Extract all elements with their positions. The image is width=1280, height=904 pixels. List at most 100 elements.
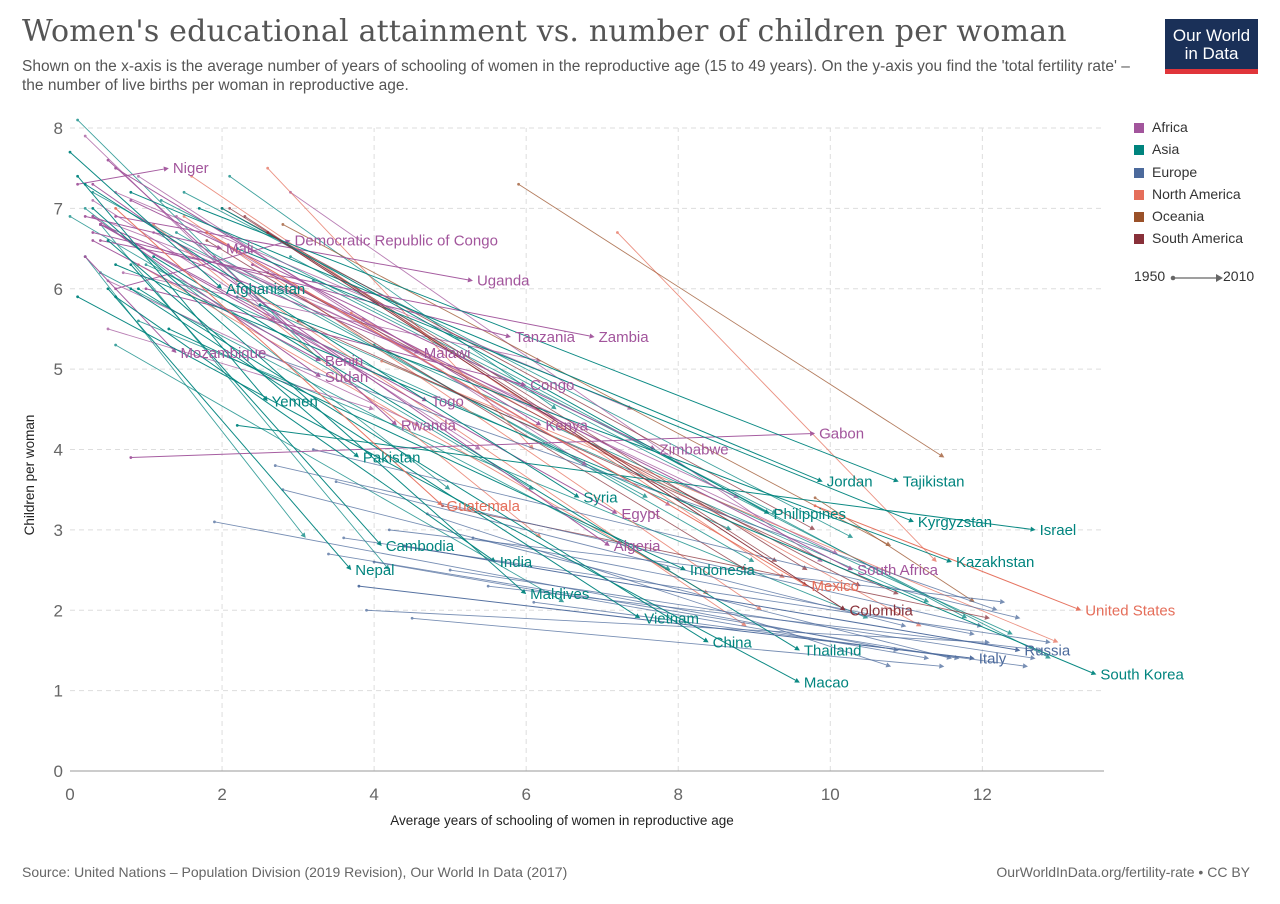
country-israel[interactable]	[235, 423, 1036, 532]
country-tajikistan-label[interactable]: Tajikistan	[903, 474, 965, 491]
country-guatemala-label[interactable]: Guatemala	[447, 498, 521, 515]
country-jordan[interactable]	[129, 190, 823, 483]
country-yemen-label[interactable]: Yemen	[272, 393, 318, 410]
legend-item-north-america[interactable]: North America	[1132, 185, 1243, 207]
country-sudan-label[interactable]: Sudan	[325, 369, 368, 386]
country-rwanda[interactable]	[106, 158, 397, 426]
owid-logo[interactable]: Our World in Data	[1165, 19, 1258, 74]
country-line-north-america[interactable]	[182, 215, 762, 611]
country-gabon[interactable]	[129, 431, 816, 459]
country-line-europe[interactable]	[471, 536, 975, 636]
country-algeria[interactable]	[91, 182, 610, 546]
country-mozambique-label[interactable]: Mozambique	[180, 345, 266, 362]
country-zimbabwe-label[interactable]: Zimbabwe	[659, 442, 728, 459]
country-philippines-label[interactable]: Philippines	[773, 506, 846, 523]
country-line-asia[interactable]	[144, 263, 732, 531]
country-united-states-label[interactable]: United States	[1085, 602, 1175, 619]
country-kazakhstan-label[interactable]: Kazakhstan	[956, 554, 1034, 571]
country-line-asia[interactable]	[114, 343, 565, 603]
country-indonesia[interactable]	[167, 327, 686, 571]
country-nepal[interactable]	[106, 287, 352, 571]
country-israel-label[interactable]: Israel	[1040, 522, 1077, 539]
country-malawi-label[interactable]: Malawi	[424, 345, 471, 362]
country-italy-label[interactable]: Italy	[979, 650, 1007, 667]
country-zambia[interactable]	[99, 239, 595, 339]
country-democratic-republic-of-congo-label[interactable]: Democratic Republic of Congo	[294, 233, 497, 250]
country-vietnam-label[interactable]: Vietnam	[644, 610, 699, 627]
country-line-south-america[interactable]	[228, 206, 808, 571]
country-niger[interactable]	[76, 166, 169, 186]
country-congo[interactable]	[144, 287, 527, 387]
legend-item-south-america[interactable]: South America	[1132, 229, 1243, 251]
country-zambia-label[interactable]: Zambia	[599, 329, 650, 346]
country-rwanda-label[interactable]: Rwanda	[401, 417, 457, 434]
country-maldives-label[interactable]: Maldives	[530, 586, 589, 603]
country-guatemala[interactable]	[114, 206, 443, 506]
country-egypt-label[interactable]: Egypt	[621, 506, 660, 523]
country-south-africa-label[interactable]: South Africa	[857, 562, 939, 579]
source-url[interactable]: OurWorldInData.org/fertility-rate • CC B…	[996, 864, 1250, 880]
country-line-europe[interactable]	[334, 480, 907, 628]
country-line-africa[interactable]	[106, 327, 375, 411]
country-uganda-label[interactable]: Uganda	[477, 273, 530, 290]
country-syria[interactable]	[83, 182, 580, 498]
country-algeria-label[interactable]: Algeria	[614, 538, 661, 555]
country-maldives[interactable]	[91, 206, 527, 595]
country-philippines[interactable]	[220, 206, 770, 514]
country-tanzania-label[interactable]: Tanzania	[515, 329, 576, 346]
country-thailand[interactable]	[152, 255, 800, 651]
country-pakistan-label[interactable]: Pakistan	[363, 450, 421, 467]
country-line-asia[interactable]	[235, 295, 930, 603]
country-sudan[interactable]	[91, 215, 321, 378]
country-line-asia[interactable]	[68, 215, 534, 490]
country-mali-label[interactable]: Mali	[226, 241, 254, 258]
country-jordan-label[interactable]: Jordan	[827, 474, 873, 491]
country-kenya[interactable]	[114, 166, 542, 426]
country-benin-label[interactable]: Benin	[325, 353, 363, 370]
country-mexico-label[interactable]: Mexico	[811, 578, 859, 595]
country-line-north-america[interactable]	[616, 231, 937, 563]
country-russia[interactable]	[403, 544, 1021, 653]
country-south-korea-label[interactable]: South Korea	[1100, 667, 1184, 684]
country-russia-label[interactable]: Russia	[1024, 642, 1071, 659]
country-zimbabwe[interactable]	[129, 198, 656, 450]
country-macao[interactable]	[76, 295, 800, 683]
country-line-europe[interactable]	[410, 616, 945, 669]
timeline-range[interactable]: 1950 2010	[1134, 268, 1274, 288]
country-togo-label[interactable]: Togo	[431, 393, 464, 410]
legend-item-asia[interactable]: Asia	[1132, 140, 1243, 162]
country-afghanistan[interactable]	[68, 150, 223, 289]
country-line-asia[interactable]	[91, 190, 648, 498]
country-kenya-label[interactable]: Kenya	[545, 417, 588, 434]
country-south-korea[interactable]	[114, 263, 1097, 676]
country-colombia-label[interactable]: Colombia	[850, 602, 914, 619]
country-gabon-label[interactable]: Gabon	[819, 425, 864, 442]
legend-item-africa[interactable]: Africa	[1132, 118, 1243, 140]
country-cambodia-label[interactable]: Cambodia	[386, 538, 455, 555]
country-syria-label[interactable]: Syria	[583, 490, 618, 507]
country-congo-label[interactable]: Congo	[530, 377, 574, 394]
country-pakistan[interactable]	[106, 239, 359, 458]
country-line-oceania[interactable]	[281, 223, 892, 546]
country-line-oceania[interactable]	[517, 182, 945, 458]
country-colombia[interactable]	[266, 231, 846, 611]
country-thailand-label[interactable]: Thailand	[804, 642, 862, 659]
country-nepal-label[interactable]: Nepal	[355, 562, 394, 579]
legend-item-europe[interactable]: Europe	[1132, 163, 1243, 185]
country-afghanistan-label[interactable]: Afghanistan	[226, 281, 305, 298]
country-indonesia-label[interactable]: Indonesia	[690, 562, 756, 579]
country-line-europe[interactable]	[365, 608, 990, 645]
country-south-africa[interactable]	[251, 263, 854, 571]
country-india-label[interactable]: India	[500, 554, 533, 571]
country-kyrgyzstan[interactable]	[235, 247, 914, 523]
country-kyrgyzstan-label[interactable]: Kyrgyzstan	[918, 514, 992, 531]
country-niger-label[interactable]: Niger	[173, 160, 209, 177]
country-cambodia[interactable]	[129, 263, 382, 546]
legend-item-oceania[interactable]: Oceania	[1132, 207, 1243, 229]
country-united-states[interactable]	[813, 504, 1082, 611]
country-line-europe[interactable]	[311, 448, 1021, 620]
country-italy[interactable]	[357, 584, 975, 661]
country-china-label[interactable]: China	[713, 634, 753, 651]
country-line-europe[interactable]	[425, 512, 892, 668]
country-tajikistan[interactable]	[197, 206, 899, 483]
